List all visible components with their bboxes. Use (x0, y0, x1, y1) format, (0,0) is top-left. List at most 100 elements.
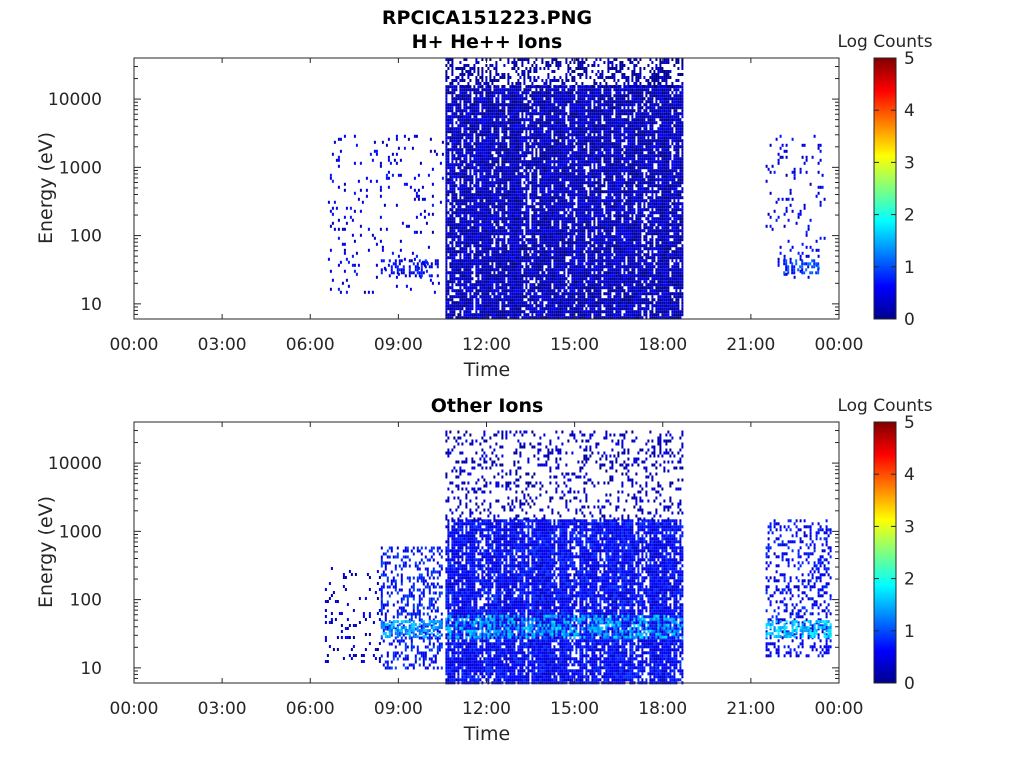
spectrogram-cell (491, 256, 494, 260)
spectrogram-cell (493, 205, 496, 209)
spectrogram-cell (567, 298, 570, 302)
spectrogram-cell (453, 262, 456, 266)
spectrogram-cell (577, 205, 580, 209)
spectrogram-cell (545, 91, 548, 95)
spectrogram-cell (585, 94, 588, 98)
spectrogram-cell (503, 199, 506, 203)
spectrogram-cell (479, 211, 482, 215)
spectrogram-cell (573, 193, 576, 197)
spectrogram-cell (581, 193, 584, 197)
spectrogram-cell (545, 160, 548, 164)
spectrogram-cell (569, 298, 572, 302)
spectrogram-cell (583, 94, 586, 98)
spectrogram-cell (559, 295, 562, 299)
spectrogram-cell (479, 118, 482, 122)
spectrogram-cell (483, 166, 486, 170)
spectrogram-cell (559, 160, 562, 164)
spectrogram-cell (489, 196, 492, 200)
spectrogram-cell (463, 145, 466, 149)
spectrogram-cell (515, 115, 518, 119)
spectrogram-cell (587, 259, 590, 263)
spectrogram-cell (467, 190, 470, 194)
spectrogram-cell (543, 169, 546, 173)
spectrogram-cell (565, 157, 568, 161)
spectrogram-cell (541, 214, 544, 218)
spectrogram-cell (525, 88, 528, 92)
spectrogram-cell (507, 148, 510, 152)
spectrogram-cell (503, 97, 506, 101)
spectrogram-cell (457, 265, 460, 269)
spectrogram-cell (513, 169, 516, 173)
spectrogram-cell (543, 199, 546, 203)
spectrogram-cell (563, 226, 566, 230)
spectrogram-cell (473, 211, 476, 215)
spectrogram-cell (513, 151, 516, 155)
spectrogram-cell (483, 175, 486, 179)
spectrogram-cell (493, 217, 496, 221)
spectrogram-cell (585, 190, 588, 194)
spectrogram-cell (545, 169, 548, 173)
spectrogram-cell (573, 301, 576, 305)
spectrogram-cell (455, 100, 458, 104)
spectrogram-cell (527, 175, 530, 179)
spectrogram-cell (453, 238, 456, 242)
spectrogram-cell (475, 307, 478, 311)
spectrogram-cell (479, 202, 482, 206)
spectrogram-cell (517, 112, 520, 116)
spectrogram-cell (445, 121, 448, 125)
spectrogram-cell (569, 295, 572, 299)
spectrogram-cell (491, 298, 494, 302)
spectrogram-cell (449, 136, 452, 140)
spectrogram-cell (485, 268, 488, 272)
spectrogram-cell (473, 226, 476, 230)
spectrogram-cell (591, 229, 594, 233)
spectrogram-cell (543, 247, 546, 251)
spectrogram-cell (581, 205, 584, 209)
spectrogram-cell (555, 130, 558, 134)
spectrogram-cell (477, 256, 480, 260)
spectrogram-cell (459, 313, 462, 317)
spectrogram-cell (545, 283, 548, 287)
spectrogram-cell (487, 184, 490, 188)
spectrogram-cell (517, 163, 520, 167)
spectrogram-cell (495, 127, 498, 131)
spectrogram-cell (517, 127, 520, 131)
spectrogram-cell (499, 217, 502, 221)
spectrogram-cell (575, 304, 578, 308)
spectrogram-cell (471, 214, 474, 218)
spectrogram-cell (461, 154, 464, 158)
spectrogram-cell (571, 142, 574, 146)
spectrogram-cell (463, 304, 466, 308)
spectrogram-cell (549, 223, 552, 227)
spectrogram-cell (457, 226, 460, 230)
spectrogram-cell (455, 142, 458, 146)
spectrogram-cell (561, 298, 564, 302)
spectrogram-cell (549, 238, 552, 242)
spectrogram-cell (505, 193, 508, 197)
spectrogram-cell (543, 235, 546, 239)
spectrogram-cell (565, 283, 568, 287)
spectrogram-cell (569, 217, 572, 221)
spectrogram-cell (591, 190, 594, 194)
spectrogram-cell (581, 169, 584, 173)
spectrogram-cell (593, 262, 596, 266)
spectrogram-cell (513, 154, 516, 158)
spectrogram-cell (459, 241, 462, 245)
spectrogram-cell (589, 154, 592, 158)
spectrogram-cell (525, 316, 528, 320)
spectrogram-cell (479, 289, 482, 293)
spectrogram-cell (471, 220, 474, 224)
spectrogram-cell (463, 220, 466, 224)
spectrogram-cell (445, 127, 448, 131)
spectrogram-cell (555, 139, 558, 143)
spectrogram-cell (487, 160, 490, 164)
spectrogram-cell (471, 187, 474, 191)
spectrogram-cell (497, 142, 500, 146)
spectrogram-cell (491, 202, 494, 206)
spectrogram-cell (543, 220, 546, 224)
spectrogram-cell (555, 292, 558, 296)
spectrogram-cell (517, 280, 520, 284)
spectrogram-cell (469, 130, 472, 134)
spectrogram-cell (509, 226, 512, 230)
spectrogram-cell (517, 226, 520, 230)
